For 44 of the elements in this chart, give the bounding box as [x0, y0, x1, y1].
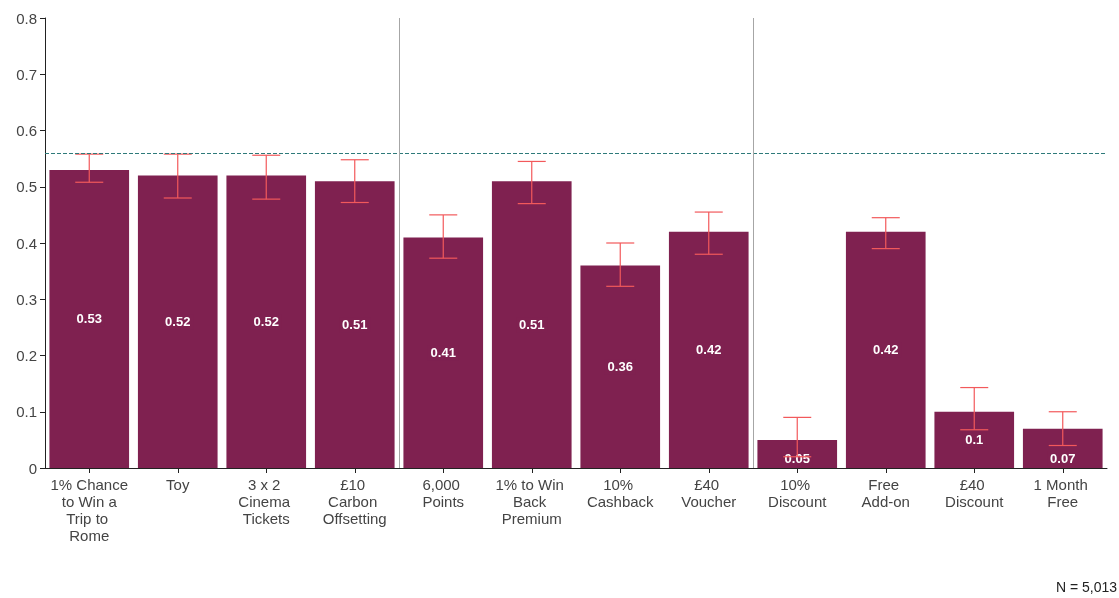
- data-label: 0.42: [696, 342, 722, 358]
- x-tick-label: Free Add-on: [861, 476, 910, 510]
- data-label: 0.42: [873, 342, 899, 358]
- data-label: 0.52: [165, 314, 191, 330]
- x-tick-label: £10 Carbon Offsetting: [322, 476, 387, 527]
- data-label: 0.1: [965, 432, 984, 448]
- x-tick-label: 10% Cashback: [586, 476, 655, 510]
- data-label: 0.36: [607, 359, 633, 375]
- data-label: 0.53: [76, 311, 102, 327]
- y-tick-label: 0.6: [16, 122, 37, 139]
- y-tick-label: 0.5: [16, 178, 37, 196]
- data-label: 0.52: [253, 314, 279, 330]
- bar: [668, 231, 749, 468]
- x-tick-label: Toy: [166, 476, 190, 493]
- bar: [845, 231, 926, 468]
- data-label: 0.07: [1050, 451, 1076, 466]
- bar: [49, 169, 130, 468]
- y-tick-label: 0.7: [16, 65, 37, 83]
- bar: [934, 411, 1015, 468]
- bar: [314, 181, 395, 468]
- y-tick-label: 0: [28, 459, 37, 477]
- bar: [580, 265, 661, 468]
- x-tick-label: 1% to Win Back Premium: [495, 476, 569, 527]
- x-tick-label: 1 Month Free: [1033, 476, 1092, 510]
- data-label: 0.51: [519, 317, 545, 333]
- y-tick-label: 0.4: [16, 234, 37, 252]
- bar: [403, 237, 484, 468]
- data-label: 0.51: [342, 317, 368, 333]
- y-tick-label: 0.3: [16, 290, 37, 308]
- y-tick-label: 0.1: [16, 403, 37, 421]
- data-label: 0.05: [784, 451, 810, 466]
- bar: [137, 175, 218, 468]
- bar: [226, 175, 307, 468]
- x-tick-label: £40 Discount: [945, 476, 1005, 510]
- x-tick-label: 6,000 Points: [422, 476, 465, 510]
- bar: [491, 181, 572, 468]
- x-tick-label: 3 x 2 Cinema Tickets: [238, 476, 295, 527]
- x-tick-label: £40 Voucher: [681, 476, 737, 510]
- x-tick-label: 10% Discount: [768, 476, 828, 510]
- x-tick-label: 1% Chance to Win a Trip to Rome: [50, 476, 129, 544]
- data-label: 0.41: [430, 345, 456, 361]
- text: N = 5,013: [1055, 579, 1118, 595]
- y-tick-label: 0.2: [16, 347, 37, 364]
- y-tick-label: 0.8: [16, 9, 37, 27]
